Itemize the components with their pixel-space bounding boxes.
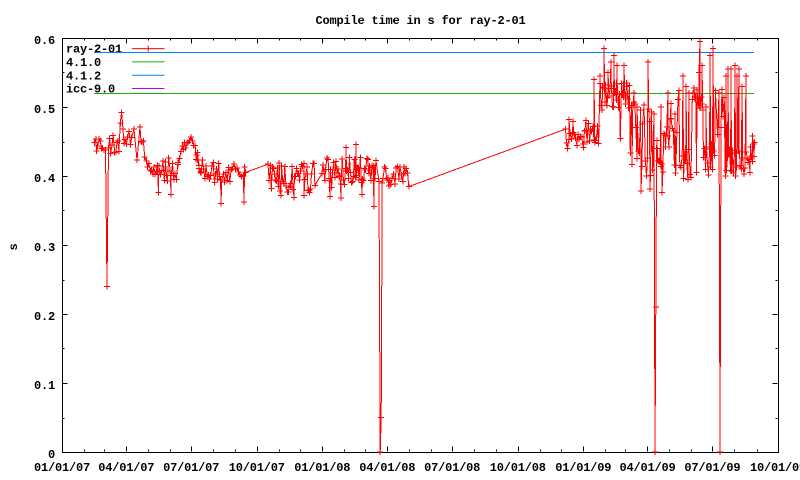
svg-text:01/01/09: 01/01/09 [555,461,611,475]
svg-text:01/01/08: 01/01/08 [294,461,350,475]
svg-text:10/01/09: 10/01/09 [750,461,800,475]
svg-text:0.4: 0.4 [34,172,55,186]
svg-text:icc-9.0: icc-9.0 [66,83,115,97]
svg-text:4.1.0: 4.1.0 [66,56,101,70]
svg-text:0: 0 [48,448,55,462]
svg-text:07/01/09: 07/01/09 [684,461,740,475]
svg-text:04/01/09: 04/01/09 [619,461,675,475]
svg-text:04/01/07: 04/01/07 [98,461,154,475]
svg-text:0.5: 0.5 [34,103,55,117]
svg-text:Compile time in s for ray-2-01: Compile time in s for ray-2-01 [315,14,525,28]
svg-text:0.3: 0.3 [34,241,55,255]
svg-text:01/01/07: 01/01/07 [34,461,90,475]
svg-text:10/01/07: 10/01/07 [229,461,285,475]
svg-text:07/01/07: 07/01/07 [163,461,219,475]
svg-text:04/01/08: 04/01/08 [359,461,415,475]
svg-text:07/01/08: 07/01/08 [424,461,480,475]
svg-text:4.1.2: 4.1.2 [66,69,101,83]
svg-text:s: s [7,243,21,250]
svg-text:0.2: 0.2 [34,310,55,324]
svg-text:ray-2-01: ray-2-01 [66,43,122,57]
svg-text:0.6: 0.6 [34,34,55,48]
svg-text:0.1: 0.1 [34,379,55,393]
svg-text:10/01/08: 10/01/08 [490,461,546,475]
